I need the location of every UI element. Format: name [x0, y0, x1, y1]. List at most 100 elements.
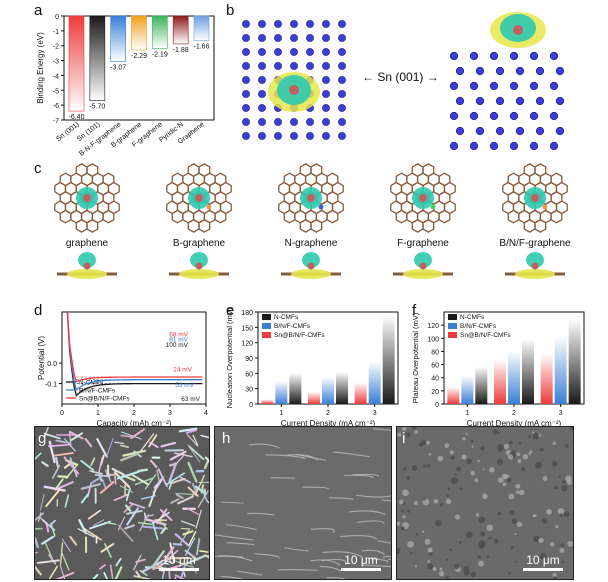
surface-grain: [553, 485, 558, 490]
hex-ring: [534, 218, 547, 233]
dendrite-fiber: [98, 457, 103, 474]
bar: [447, 386, 460, 404]
surface-wrinkle: [284, 547, 309, 552]
legend-swatch: [448, 323, 457, 329]
dendrite-fiber: [144, 474, 157, 490]
graphene-model-label: graphene: [65, 238, 109, 249]
surface-wrinkle: [356, 494, 391, 498]
y-tick-label: 0: [435, 402, 439, 409]
sn-atom: [489, 141, 499, 151]
bar-value-label: -3.07: [110, 65, 126, 72]
surface-grain: [455, 514, 461, 520]
sn-atom: [258, 132, 266, 140]
charge-density-side: [291, 269, 331, 279]
surface-grain: [411, 465, 418, 471]
surface-grain: [497, 431, 501, 435]
hex-ring: [102, 209, 115, 224]
y-tick-label: 0: [55, 14, 59, 21]
dendrite-fiber: [177, 495, 194, 505]
dendrite-fiber: [172, 559, 192, 568]
surface-grain: [534, 514, 537, 517]
surface-grain: [446, 494, 449, 497]
dendrite-fiber: [179, 476, 192, 484]
sn-atom: [322, 34, 330, 42]
charge-density-side: [67, 269, 107, 279]
y-axis-label: Potential (V): [37, 336, 46, 380]
dendrite-fiber: [35, 537, 39, 549]
surface-grain: [411, 427, 417, 430]
dendrite-fiber: [35, 527, 43, 530]
dendrite-fiber: [195, 509, 202, 529]
dendrite-fiber: [36, 559, 60, 564]
adsorbed-atom: [289, 85, 299, 95]
bar-value-label: -1.88: [173, 47, 189, 54]
panel-label-c: c: [34, 160, 42, 177]
legend-swatch: [262, 332, 271, 338]
sn-atom: [489, 51, 499, 61]
graphene-model: [278, 163, 344, 279]
dendrite-fiber: [173, 452, 193, 458]
surface-grain: [437, 455, 444, 462]
x-axis-label: Current Density (mA cm⁻²): [467, 419, 562, 428]
dendrite-fiber: [45, 522, 50, 533]
surface-wrinkle: [219, 555, 253, 562]
adsorbed-atom-side: [531, 262, 539, 270]
surface-grain: [528, 452, 532, 455]
surface-grain: [497, 511, 502, 516]
dendrite-fiber: [50, 522, 56, 537]
surface-wrinkle: [377, 540, 391, 544]
sn-atom: [549, 111, 559, 121]
dendrite-fiber: [82, 527, 102, 541]
sn-atom: [306, 62, 314, 70]
dendrite-fiber: [43, 432, 61, 440]
surface-grain: [470, 471, 475, 476]
sn-atom: [258, 90, 266, 98]
dendrite-fiber: [114, 441, 125, 445]
graphene-model-label: N-graphene: [284, 238, 338, 249]
dendrite-fiber: [64, 494, 70, 508]
dendrite-fiber: [129, 501, 146, 509]
surface-grain: [502, 482, 507, 487]
surface-grain: [427, 563, 434, 570]
series-line: [66, 311, 203, 383]
dendrite-fiber: [116, 470, 140, 480]
surface-grain: [402, 515, 406, 519]
sn-atom: [274, 34, 282, 42]
sn-atom: [242, 132, 250, 140]
dendrite-fiber: [48, 565, 58, 579]
surface-grain: [532, 431, 535, 434]
dendrite-fiber: [111, 467, 125, 476]
dendrite-fiber: [63, 456, 80, 475]
hex-ring: [422, 218, 435, 233]
adsorbed-atom-side: [419, 262, 427, 270]
nucleation-overpotential-chart: 0 30 60 90 120 150 180 Current Density (mA cm⁻²…: [225, 308, 399, 428]
sn-atom: [274, 48, 282, 56]
sn-atom: [306, 48, 314, 56]
surface-wrinkle: [286, 454, 318, 461]
bar: [508, 350, 520, 404]
dendrite-fiber: [37, 512, 42, 522]
legend-label: Sn@B/N/F-CMFs: [274, 332, 325, 339]
surface-grain: [558, 475, 561, 478]
surface-grain: [516, 521, 523, 527]
surface-grain: [439, 502, 444, 507]
y-tick-label: 0.0: [47, 361, 57, 368]
dendrite-fiber: [204, 554, 209, 559]
dendrite-fiber: [109, 564, 114, 579]
hex-ring: [198, 218, 211, 233]
x-axis-label: Capacity (mAh cm⁻²): [97, 419, 172, 428]
dendrite-fiber: [160, 527, 167, 535]
dendrite-fiber: [55, 571, 75, 579]
sn-atom: [449, 51, 459, 61]
dendrite-fiber: [126, 507, 139, 526]
dendrite-fiber: [90, 475, 103, 484]
surface-grain: [514, 560, 517, 563]
sn-atom: [449, 81, 459, 91]
y-axis-label: Nucleation Overpotential (mV): [225, 308, 234, 408]
graphene-model-label: F-graphene: [397, 238, 449, 249]
surface-grain: [427, 560, 430, 563]
panel-label-g: g: [38, 430, 47, 447]
surface-wrinkle: [344, 474, 374, 479]
surface-wrinkle: [361, 564, 391, 568]
surface-grain: [415, 533, 419, 536]
